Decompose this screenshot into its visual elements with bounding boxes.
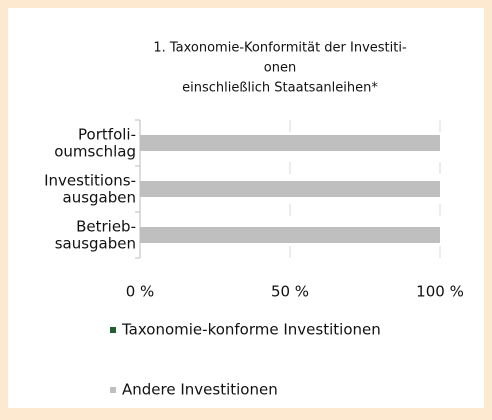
chart-title: onen (264, 61, 296, 76)
chart-title: einschließlich Staatsanleihen* (182, 81, 378, 96)
bar (140, 181, 440, 197)
y-tick-label: Investitions- (44, 172, 136, 190)
x-tick-label: 100 % (416, 283, 464, 301)
legend-label: Taxonomie-konforme Investitionen (121, 321, 381, 339)
x-tick-label: 50 % (271, 283, 309, 301)
y-tick-label: Portfoli- (78, 126, 136, 144)
y-tick-label: Betrieb- (76, 218, 136, 236)
legend-label: Andere Investitionen (122, 381, 278, 399)
panel (8, 8, 484, 408)
y-tick-label: sausgaben (55, 235, 136, 253)
legend-marker (110, 327, 116, 333)
chart-title: 1. Taxonomie-Konformität der Investiti- (153, 41, 407, 56)
bar (140, 135, 440, 151)
y-tick-label: oumschlag (54, 143, 136, 161)
y-tick-label: ausgaben (63, 189, 136, 207)
x-tick-label: 0 % (126, 283, 155, 301)
bar (140, 227, 440, 243)
legend-marker (110, 387, 116, 393)
